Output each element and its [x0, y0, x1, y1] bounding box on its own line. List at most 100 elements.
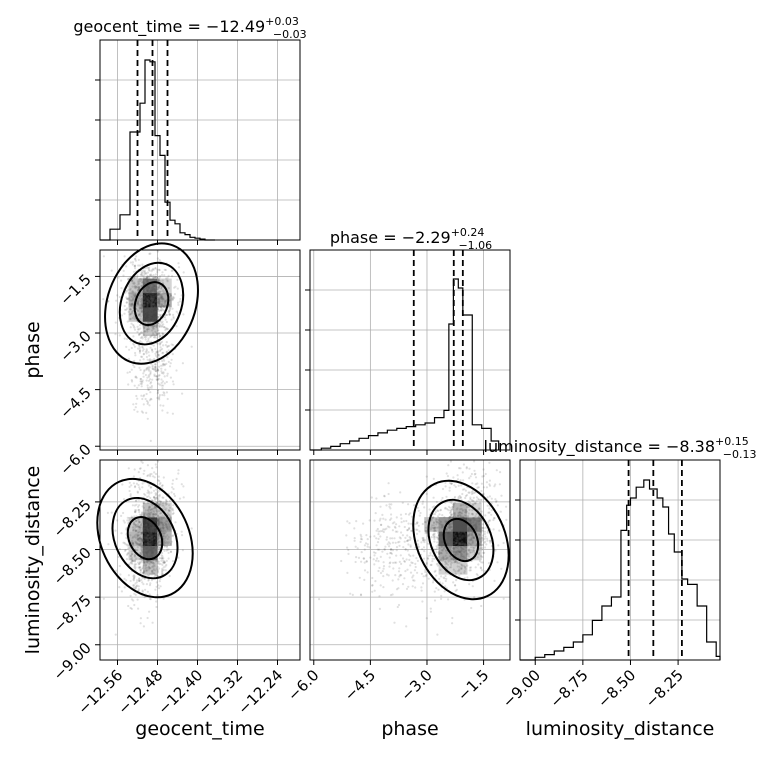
- sample-point-panel-geocent_time-vs-luminosity_distance-1209: [175, 477, 178, 480]
- sample-point-panel-geocent_time-vs-phase-889: [132, 343, 135, 346]
- sample-point-panel-geocent_time-vs-luminosity_distance-1301: [162, 502, 165, 505]
- sample-point-panel-geocent_time-vs-luminosity_distance-1190: [159, 562, 162, 566]
- sample-point-panel-geocent_time-vs-phase-1407: [148, 366, 151, 369]
- sample-point-panel-geocent_time-vs-luminosity_distance-15: [154, 463, 157, 466]
- sample-point-panel-geocent_time-vs-phase-1247: [157, 382, 160, 385]
- sample-point-panel-geocent_time-vs-luminosity_distance-1311: [160, 521, 163, 524]
- sample-point-panel-geocent_time-vs-phase-620: [138, 348, 141, 351]
- sample-point-panel-phase-vs-luminosity_distance-94: [373, 535, 376, 538]
- sample-point-panel-phase-vs-luminosity_distance-1311: [436, 521, 439, 524]
- sample-point-panel-phase-vs-luminosity_distance-1008: [473, 460, 476, 463]
- sample-point-panel-geocent_time-vs-phase-978: [182, 271, 185, 274]
- title-phase: phase = −2.29+0.24 −1.06: [330, 226, 492, 252]
- sample-point-panel-phase-vs-luminosity_distance-1419: [376, 548, 379, 551]
- sample-point-panel-geocent_time-vs-phase-201: [144, 300, 147, 304]
- sample-point-panel-geocent_time-vs-phase-560: [152, 302, 155, 306]
- sample-point-panel-geocent_time-vs-phase-410: [154, 300, 157, 303]
- sample-point-panel-geocent_time-vs-phase-954: [142, 296, 145, 299]
- sample-point-panel-phase-vs-luminosity_distance-38: [424, 570, 427, 574]
- sample-point-panel-geocent_time-vs-phase-1462: [149, 301, 152, 304]
- sample-point-panel-geocent_time-vs-phase-1163: [151, 286, 154, 289]
- sample-point-panel-geocent_time-vs-phase-1060: [151, 283, 154, 286]
- sample-point-panel-geocent_time-vs-phase-70: [147, 307, 150, 310]
- sample-point-panel-geocent_time-vs-phase-1284: [158, 398, 161, 401]
- sample-point-panel-geocent_time-vs-phase-356: [150, 312, 153, 315]
- sample-point-panel-geocent_time-vs-phase-1273: [172, 343, 175, 347]
- sample-point-panel-geocent_time-vs-phase-1245: [163, 364, 166, 367]
- sample-point-panel-geocent_time-vs-phase-580: [152, 277, 155, 280]
- sample-point-panel-phase-vs-luminosity_distance-533: [441, 582, 444, 585]
- sample-point-panel-geocent_time-vs-phase-1475: [144, 311, 147, 314]
- sample-point-panel-geocent_time-vs-phase-92: [150, 300, 153, 303]
- sample-point-panel-geocent_time-vs-phase-1154: [161, 320, 164, 323]
- sample-point-panel-phase-vs-luminosity_distance-968: [454, 553, 457, 556]
- sample-point-panel-geocent_time-vs-phase-505: [139, 315, 142, 318]
- sample-point-panel-geocent_time-vs-phase-169: [153, 301, 156, 304]
- sample-point-panel-geocent_time-vs-phase-1391: [149, 294, 152, 297]
- sample-point-panel-geocent_time-vs-luminosity_distance-1499: [155, 496, 158, 500]
- sample-point-panel-geocent_time-vs-phase-589: [158, 296, 161, 299]
- sample-point-panel-phase-vs-luminosity_distance-1354: [351, 593, 354, 597]
- sample-point-panel-geocent_time-vs-phase-656: [151, 287, 154, 290]
- sample-point-panel-geocent_time-vs-luminosity_distance-1465: [163, 534, 166, 538]
- sample-point-panel-phase-vs-luminosity_distance-705: [417, 524, 420, 527]
- sample-point-panel-geocent_time-vs-phase-473: [153, 374, 156, 378]
- sample-point-panel-geocent_time-vs-phase-367: [153, 310, 156, 313]
- sample-point-panel-phase-vs-luminosity_distance-363: [395, 549, 398, 552]
- sample-point-panel-geocent_time-vs-phase-208: [150, 321, 153, 324]
- sample-point-panel-geocent_time-vs-phase-452: [153, 284, 157, 287]
- sample-point-panel-geocent_time-vs-phase-554: [130, 304, 133, 307]
- sample-point-panel-geocent_time-vs-phase-1239: [156, 350, 160, 353]
- sample-point-panel-phase-vs-luminosity_distance-1499: [464, 496, 467, 500]
- sample-point-panel-phase-vs-luminosity_distance-612: [405, 587, 409, 591]
- sample-point-panel-geocent_time-vs-luminosity_distance-1096: [154, 500, 157, 504]
- sample-point-panel-geocent_time-vs-phase-1362: [150, 310, 153, 314]
- sample-point-panel-phase-vs-luminosity_distance-840: [469, 542, 472, 546]
- sample-point-panel-geocent_time-vs-phase-399: [102, 255, 105, 258]
- sample-point-panel-geocent_time-vs-phase-700: [141, 269, 144, 272]
- sample-point-panel-phase-vs-luminosity_distance-1035: [468, 508, 471, 511]
- sample-point-panel-geocent_time-vs-phase-39: [146, 401, 150, 404]
- sample-point-panel-phase-vs-luminosity_distance-859: [381, 550, 384, 553]
- sample-point-panel-geocent_time-vs-phase-99: [156, 324, 159, 327]
- sample-point-panel-phase-vs-luminosity_distance-1385: [450, 513, 453, 516]
- sample-point-panel-geocent_time-vs-luminosity_distance-798: [137, 471, 140, 474]
- sample-point-panel-geocent_time-vs-phase-1220: [150, 312, 153, 315]
- sample-point-panel-geocent_time-vs-phase-1137: [149, 297, 152, 300]
- sample-point-panel-geocent_time-vs-phase-1110: [134, 287, 137, 290]
- sample-point-panel-phase-vs-luminosity_distance-1421: [347, 548, 350, 552]
- sample-point-panel-geocent_time-vs-phase-1071: [165, 341, 168, 344]
- sample-point-panel-geocent_time-vs-phase-1387: [129, 317, 132, 320]
- sample-point-panel-geocent_time-vs-phase-1302: [161, 297, 164, 300]
- sample-point-panel-geocent_time-vs-phase-262: [147, 317, 150, 320]
- sample-point-panel-geocent_time-vs-phase-955: [151, 283, 154, 286]
- sample-point-panel-geocent_time-vs-phase-1285: [139, 382, 142, 385]
- sample-point-panel-geocent_time-vs-phase-1414: [152, 274, 155, 277]
- sample-point-panel-phase-vs-luminosity_distance-456: [430, 536, 433, 539]
- sample-point-panel-geocent_time-vs-luminosity_distance-1025: [141, 589, 144, 592]
- sample-point-panel-phase-vs-luminosity_distance-700: [488, 461, 491, 464]
- sample-point-panel-geocent_time-vs-phase-85: [137, 344, 141, 347]
- sample-point-panel-geocent_time-vs-phase-1264: [154, 367, 157, 371]
- sample-point-panel-phase-vs-luminosity_distance-1492: [354, 545, 357, 548]
- sample-point-panel-geocent_time-vs-phase-1099: [118, 295, 121, 299]
- sample-point-panel-geocent_time-vs-luminosity_distance-873: [129, 554, 133, 557]
- sample-point-panel-geocent_time-vs-phase-336: [138, 310, 141, 313]
- sample-point-panel-phase-vs-luminosity_distance-684: [354, 560, 357, 564]
- sample-point-panel-geocent_time-vs-phase-1121: [150, 301, 153, 304]
- sample-point-panel-geocent_time-vs-luminosity_distance-536: [133, 468, 136, 471]
- sample-point-panel-geocent_time-vs-luminosity_distance-1387: [129, 594, 132, 597]
- sample-point-panel-geocent_time-vs-phase-18: [156, 293, 159, 296]
- sample-point-panel-phase-vs-luminosity_distance-1067: [401, 501, 404, 504]
- sample-point-panel-geocent_time-vs-phase-183: [146, 292, 149, 295]
- frame-hist-luminosity_distance: [519, 459, 721, 661]
- sample-point-panel-geocent_time-vs-phase-268: [156, 308, 159, 311]
- sample-point-panel-phase-vs-luminosity_distance-1268: [475, 499, 478, 502]
- sample-point-panel-geocent_time-vs-luminosity_distance-828: [161, 514, 164, 517]
- sample-point-panel-geocent_time-vs-phase-643: [171, 380, 175, 383]
- sample-point-panel-phase-vs-luminosity_distance-114: [431, 557, 434, 560]
- sample-point-panel-phase-vs-luminosity_distance-1365: [453, 550, 456, 554]
- sample-point-panel-geocent_time-vs-phase-225: [143, 394, 146, 397]
- sample-point-panel-geocent_time-vs-luminosity_distance-507: [165, 545, 168, 548]
- sample-point-panel-geocent_time-vs-luminosity_distance-291: [126, 519, 129, 522]
